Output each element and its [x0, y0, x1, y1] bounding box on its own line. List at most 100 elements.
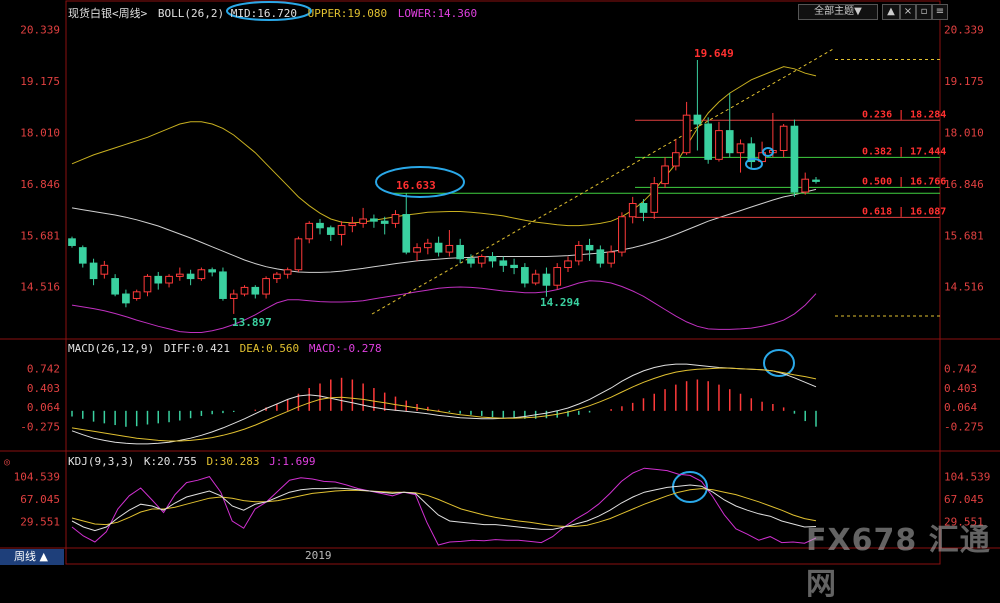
- watermark-brand: FX678: [806, 523, 918, 558]
- price-tick-right: 15.681: [944, 229, 984, 242]
- candle-body: [348, 222, 357, 227]
- kdj-k: K:20.755: [143, 455, 197, 468]
- chevron-up-button[interactable]: ▲: [882, 4, 900, 20]
- boll-lower-line: [71, 280, 817, 333]
- macd-tick-left: 0.742: [27, 363, 60, 376]
- candle-body: [628, 203, 637, 218]
- candle-body: [574, 244, 583, 262]
- price-tick-left: 16.846: [20, 178, 60, 191]
- candle-body: [510, 264, 518, 269]
- highlight-ellipse: [745, 158, 763, 170]
- candle-body: [413, 247, 421, 253]
- candle-body: [477, 256, 486, 264]
- candle-body: [467, 258, 475, 264]
- candle-body: [165, 275, 173, 284]
- period-selector[interactable]: 周线 ▲: [0, 549, 64, 565]
- kdj-d: D:30.283: [206, 455, 260, 468]
- candle-body: [68, 238, 76, 246]
- boll-mid-value: MID:16.720: [230, 7, 297, 20]
- candle-body: [359, 218, 367, 224]
- kdj-tick-left: 104.539: [14, 470, 60, 483]
- period-label: 周线: [14, 550, 36, 563]
- highlight-ellipse: [762, 147, 774, 157]
- macd-params: MACD(26,12,9): [68, 342, 155, 355]
- candle-body: [251, 286, 260, 295]
- candle-body: [725, 130, 734, 154]
- kdj-tick-left: 67.045: [20, 493, 60, 506]
- candle-body: [445, 244, 454, 253]
- candle-body: [240, 286, 249, 295]
- candle-body: [456, 244, 465, 260]
- candle-body: [208, 269, 217, 273]
- trendline: [371, 47, 836, 315]
- kdj-tick-left: 29.551: [20, 515, 60, 528]
- kdj-j-line: [71, 467, 817, 546]
- macd-dea-line: [71, 367, 817, 442]
- macd-tick-right: 0.403: [944, 382, 977, 395]
- candle-body: [499, 260, 508, 266]
- price-tick-left: 18.010: [20, 126, 60, 139]
- candle-body: [801, 178, 810, 193]
- candle-body: [305, 222, 314, 240]
- candle-body: [650, 183, 659, 213]
- macd-header: MACD(26,12,9) DIFF:0.421 DEA:0.560 MACD:…: [68, 342, 382, 355]
- price-tick-right: 20.339: [944, 24, 984, 37]
- price-tick-left: 19.175: [20, 75, 60, 88]
- candle-body: [618, 216, 626, 253]
- candle-body: [262, 278, 270, 295]
- boll-upper-value: UPPER:19.080: [307, 7, 388, 20]
- candle-body: [197, 269, 206, 280]
- fib-label: 0.236 | 18.284: [862, 109, 946, 120]
- candle-body: [693, 114, 702, 125]
- kdj-params: KDJ(9,3,3): [68, 455, 135, 468]
- candle-body: [715, 130, 723, 160]
- candle-body: [488, 256, 497, 262]
- low1-label: 13.897: [232, 316, 272, 329]
- candle-body: [661, 165, 669, 185]
- price-tick-right: 18.010: [944, 126, 984, 139]
- macd-tick-right: 0.064: [944, 401, 977, 414]
- candle-body: [175, 273, 184, 277]
- price-tick-right: 16.846: [944, 178, 984, 191]
- year-label: 2019: [305, 549, 332, 562]
- settings-button[interactable]: ≡: [932, 4, 948, 20]
- macd-diff-line: [71, 363, 817, 445]
- candle-body: [736, 143, 745, 154]
- macd-tick-left: 0.064: [27, 401, 60, 414]
- high-label: 19.649: [694, 47, 734, 60]
- candle-body: [542, 273, 551, 286]
- macd-tick-left: -0.275: [20, 420, 60, 433]
- candle-body: [219, 271, 227, 299]
- highlight-ellipse: [763, 349, 795, 377]
- candle-body: [186, 273, 195, 280]
- kdj-k-line: [71, 484, 817, 532]
- close-button[interactable]: ×: [900, 4, 916, 20]
- macd-diff: DIFF:0.421: [163, 342, 230, 355]
- candle-body: [402, 214, 411, 253]
- candle-body: [639, 203, 648, 213]
- price-tick-left: 15.681: [20, 229, 60, 242]
- candle-body: [294, 238, 303, 271]
- kdj-tick-right: 67.045: [944, 493, 984, 506]
- candle-body: [283, 269, 292, 275]
- candle-body: [337, 225, 346, 235]
- candle-body: [391, 214, 400, 224]
- macd-value: MACD:-0.278: [308, 342, 382, 355]
- candle-body: [607, 251, 615, 264]
- restore-button[interactable]: ▫: [916, 4, 932, 20]
- macd-tick-right: -0.275: [944, 420, 984, 433]
- candle-body: [143, 275, 152, 293]
- low2-label: 14.294: [540, 296, 580, 309]
- instrument-title: 现货白银<周线>: [68, 7, 148, 20]
- candle-body: [682, 114, 691, 154]
- candle-body: [521, 267, 529, 284]
- topic-dropdown[interactable]: 全部主题▼: [798, 4, 878, 20]
- candle-body: [100, 264, 109, 275]
- candle-body: [779, 125, 788, 152]
- candle-body: [89, 262, 98, 280]
- candle-body: [790, 125, 799, 193]
- macd-tick-right: 0.742: [944, 363, 977, 376]
- price-tick-left: 14.516: [20, 281, 60, 294]
- fib-label: 0.618 | 16.087: [862, 206, 946, 217]
- kdj-j: J:1.699: [269, 455, 316, 468]
